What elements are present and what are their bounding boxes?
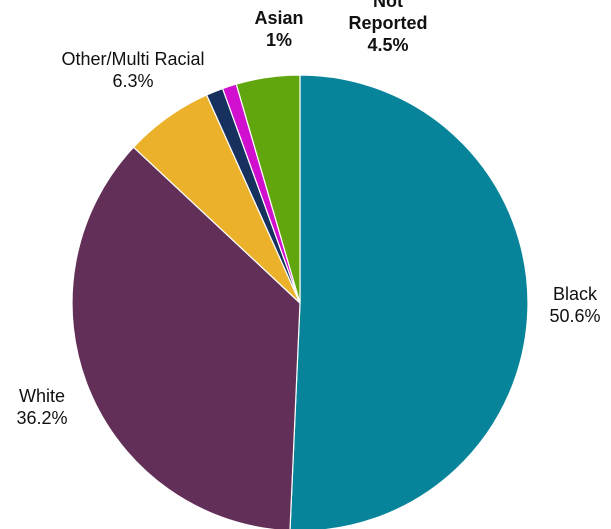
slice-label-asian: Asian xyxy=(254,8,303,28)
pie-slice-white xyxy=(71,146,301,529)
data-label-other-multi-racial: 6.3% xyxy=(112,71,153,91)
data-label-not-reported: 4.5% xyxy=(367,35,408,55)
slice-label-other-multi-racial: Other/Multi Racial xyxy=(61,49,204,69)
pie-slices xyxy=(71,74,529,529)
slice-label-not-reported: Reported xyxy=(348,13,427,33)
slice-label-black: Black xyxy=(553,284,598,304)
slice-label-not-reported: Not xyxy=(373,0,403,11)
data-label-asian: 1% xyxy=(266,30,292,50)
data-label-black: 50.6% xyxy=(549,306,600,326)
pie-slice-not-reported xyxy=(235,74,301,304)
data-label-white: 36.2% xyxy=(16,408,67,428)
pie-slice-black xyxy=(289,74,529,529)
slice-label-white: White xyxy=(19,386,65,406)
